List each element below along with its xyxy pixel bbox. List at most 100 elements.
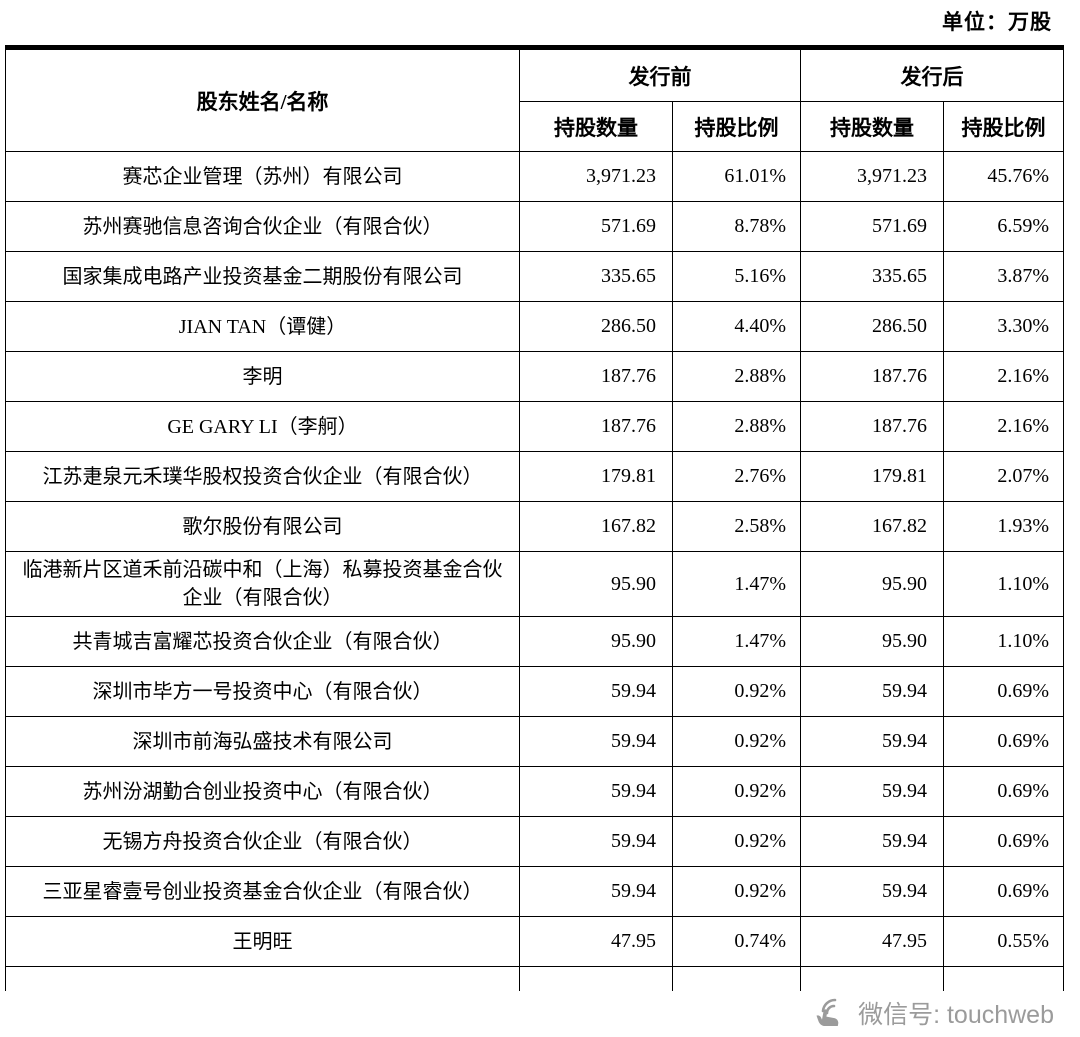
wechat-broadcast-icon xyxy=(816,998,850,1028)
post-ratio-cell: 1.10% xyxy=(943,616,1064,667)
pre-quantity-cell: 59.94 xyxy=(519,766,673,817)
shareholder-name-cell: 赛芯企业管理（苏州）有限公司 xyxy=(5,151,520,202)
pre-ratio-cell: 0.92% xyxy=(672,816,801,867)
table-row: JIAN TAN（谭健） 286.50 4.40% 286.50 3.30% xyxy=(5,301,1064,352)
post-ratio-cell: 0.69% xyxy=(943,866,1064,917)
table-row: 苏州赛驰信息咨询合伙企业（有限合伙） 571.69 8.78% 571.69 6… xyxy=(5,201,1064,252)
table-header: 股东姓名/名称 发行前 发行后 持股数量 持股比例 持股数量 持股比例 xyxy=(5,47,1064,152)
pre-ratio-cell: 61.01% xyxy=(672,151,801,202)
post-quantity-cell: 59.94 xyxy=(800,816,944,867)
pre-ratio-cell: 5.16% xyxy=(672,251,801,302)
table-row: 临港新片区道禾前沿碳中和（上海）私募投资基金合伙企业（有限合伙） 95.90 1… xyxy=(5,551,1064,617)
shareholder-name-cell xyxy=(5,966,520,991)
watermark-text: 微信号: touchweb xyxy=(858,1001,1054,1029)
post-quantity-cell: 187.76 xyxy=(800,351,944,402)
pre-quantity-cell: 187.76 xyxy=(519,401,673,452)
post-ratio-cell: 0.69% xyxy=(943,766,1064,817)
post-quantity-cell: 571.69 xyxy=(800,201,944,252)
pre-ratio-cell: 2.58% xyxy=(672,501,801,552)
table-row: 李明 187.76 2.88% 187.76 2.16% xyxy=(5,351,1064,402)
pre-quantity-cell: 187.76 xyxy=(519,351,673,402)
shareholder-name-cell: GE GARY LI（李舸） xyxy=(5,401,520,452)
post-ratio-cell: 0.69% xyxy=(943,716,1064,767)
pre-quantity-cell: 167.82 xyxy=(519,501,673,552)
post-ratio-cell: 0.69% xyxy=(943,816,1064,867)
post-ratio-cell: 2.16% xyxy=(943,401,1064,452)
shareholder-name-cell: 临港新片区道禾前沿碳中和（上海）私募投资基金合伙企业（有限合伙） xyxy=(5,551,520,617)
post-quantity-cell: 179.81 xyxy=(800,451,944,502)
shareholder-name-cell: 苏州赛驰信息咨询合伙企业（有限合伙） xyxy=(5,201,520,252)
pre-quantity-cell: 59.94 xyxy=(519,716,673,767)
table-row: 共青城吉富耀芯投资合伙企业（有限合伙） 95.90 1.47% 95.90 1.… xyxy=(5,616,1064,667)
post-ratio-cell: 45.76% xyxy=(943,151,1064,202)
post-ratio-cell: 2.07% xyxy=(943,451,1064,502)
post-quantity-cell: 286.50 xyxy=(800,301,944,352)
table-row: 深圳市毕方一号投资中心（有限合伙） 59.94 0.92% 59.94 0.69… xyxy=(5,666,1064,717)
post-quantity-cell: 95.90 xyxy=(800,616,944,667)
pre-quantity-cell: 59.94 xyxy=(519,666,673,717)
post-ratio-cell: 3.30% xyxy=(943,301,1064,352)
post-quantity-cell xyxy=(800,966,944,991)
post-ratio-cell: 0.69% xyxy=(943,666,1064,717)
shareholders-table: 股东姓名/名称 发行前 发行后 持股数量 持股比例 持股数量 持股比例 赛芯企业… xyxy=(5,45,1064,991)
table-row: 无锡方舟投资合伙企业（有限合伙） 59.94 0.92% 59.94 0.69% xyxy=(5,816,1064,867)
pre-quantity-cell: 95.90 xyxy=(519,616,673,667)
col-header-post-quantity: 持股数量 xyxy=(800,101,944,152)
post-quantity-cell: 167.82 xyxy=(800,501,944,552)
pre-quantity-cell: 286.50 xyxy=(519,301,673,352)
post-ratio-cell: 0.55% xyxy=(943,916,1064,967)
pre-quantity-cell: 47.95 xyxy=(519,916,673,967)
post-quantity-cell: 47.95 xyxy=(800,916,944,967)
shareholder-name-cell: 深圳市毕方一号投资中心（有限合伙） xyxy=(5,666,520,717)
shareholder-name-cell: 无锡方舟投资合伙企业（有限合伙） xyxy=(5,816,520,867)
pre-ratio-cell xyxy=(672,966,801,991)
post-quantity-cell: 335.65 xyxy=(800,251,944,302)
shareholder-name-cell: 李明 xyxy=(5,351,520,402)
pre-quantity-cell: 59.94 xyxy=(519,816,673,867)
table-row: 王明旺 47.95 0.74% 47.95 0.55% xyxy=(5,916,1064,967)
post-ratio-cell: 6.59% xyxy=(943,201,1064,252)
shareholder-name-cell: 苏州汾湖勤合创业投资中心（有限合伙） xyxy=(5,766,520,817)
pre-ratio-cell: 1.47% xyxy=(672,551,801,617)
pre-ratio-cell: 0.92% xyxy=(672,766,801,817)
post-quantity-cell: 59.94 xyxy=(800,666,944,717)
watermark: 微信号: touchweb xyxy=(816,995,1054,1031)
pre-quantity-cell: 335.65 xyxy=(519,251,673,302)
table-partial-section xyxy=(5,966,1064,991)
table-row: 歌尔股份有限公司 167.82 2.58% 167.82 1.93% xyxy=(5,501,1064,552)
col-header-shareholder-name: 股东姓名/名称 xyxy=(5,47,520,152)
col-header-post-issue-group: 发行后 xyxy=(800,47,1064,102)
table-row: 赛芯企业管理（苏州）有限公司 3,971.23 61.01% 3,971.23 … xyxy=(5,151,1064,202)
post-quantity-cell: 59.94 xyxy=(800,866,944,917)
table-row: 三亚星睿壹号创业投资基金合伙企业（有限合伙） 59.94 0.92% 59.94… xyxy=(5,866,1064,917)
post-quantity-cell: 59.94 xyxy=(800,766,944,817)
pre-ratio-cell: 0.92% xyxy=(672,716,801,767)
post-ratio-cell: 1.93% xyxy=(943,501,1064,552)
pre-ratio-cell: 0.92% xyxy=(672,666,801,717)
table-row: 国家集成电路产业投资基金二期股份有限公司 335.65 5.16% 335.65… xyxy=(5,251,1064,302)
col-header-post-ratio: 持股比例 xyxy=(943,101,1064,152)
pre-ratio-cell: 8.78% xyxy=(672,201,801,252)
shareholder-name-cell: 共青城吉富耀芯投资合伙企业（有限合伙） xyxy=(5,616,520,667)
pre-quantity-cell xyxy=(519,966,673,991)
table-row: GE GARY LI（李舸） 187.76 2.88% 187.76 2.16% xyxy=(5,401,1064,452)
col-header-pre-ratio: 持股比例 xyxy=(672,101,801,152)
post-quantity-cell: 95.90 xyxy=(800,551,944,617)
shareholder-name-cell: 江苏疌泉元禾璞华股权投资合伙企业（有限合伙） xyxy=(5,451,520,502)
col-header-pre-quantity: 持股数量 xyxy=(519,101,673,152)
pre-quantity-cell: 95.90 xyxy=(519,551,673,617)
post-ratio-cell: 1.10% xyxy=(943,551,1064,617)
pre-quantity-cell: 59.94 xyxy=(519,866,673,917)
table-row: 苏州汾湖勤合创业投资中心（有限合伙） 59.94 0.92% 59.94 0.6… xyxy=(5,766,1064,817)
post-ratio-cell: 3.87% xyxy=(943,251,1064,302)
shareholder-name-cell: JIAN TAN（谭健） xyxy=(5,301,520,352)
post-ratio-cell xyxy=(943,966,1064,991)
shareholder-name-cell: 歌尔股份有限公司 xyxy=(5,501,520,552)
shareholder-name-cell: 王明旺 xyxy=(5,916,520,967)
shareholder-name-cell: 深圳市前海弘盛技术有限公司 xyxy=(5,716,520,767)
pre-ratio-cell: 2.88% xyxy=(672,401,801,452)
pre-ratio-cell: 0.92% xyxy=(672,866,801,917)
table-row: 深圳市前海弘盛技术有限公司 59.94 0.92% 59.94 0.69% xyxy=(5,716,1064,767)
table-body: 赛芯企业管理（苏州）有限公司 3,971.23 61.01% 3,971.23 … xyxy=(5,151,1064,967)
shareholder-name-cell: 国家集成电路产业投资基金二期股份有限公司 xyxy=(5,251,520,302)
